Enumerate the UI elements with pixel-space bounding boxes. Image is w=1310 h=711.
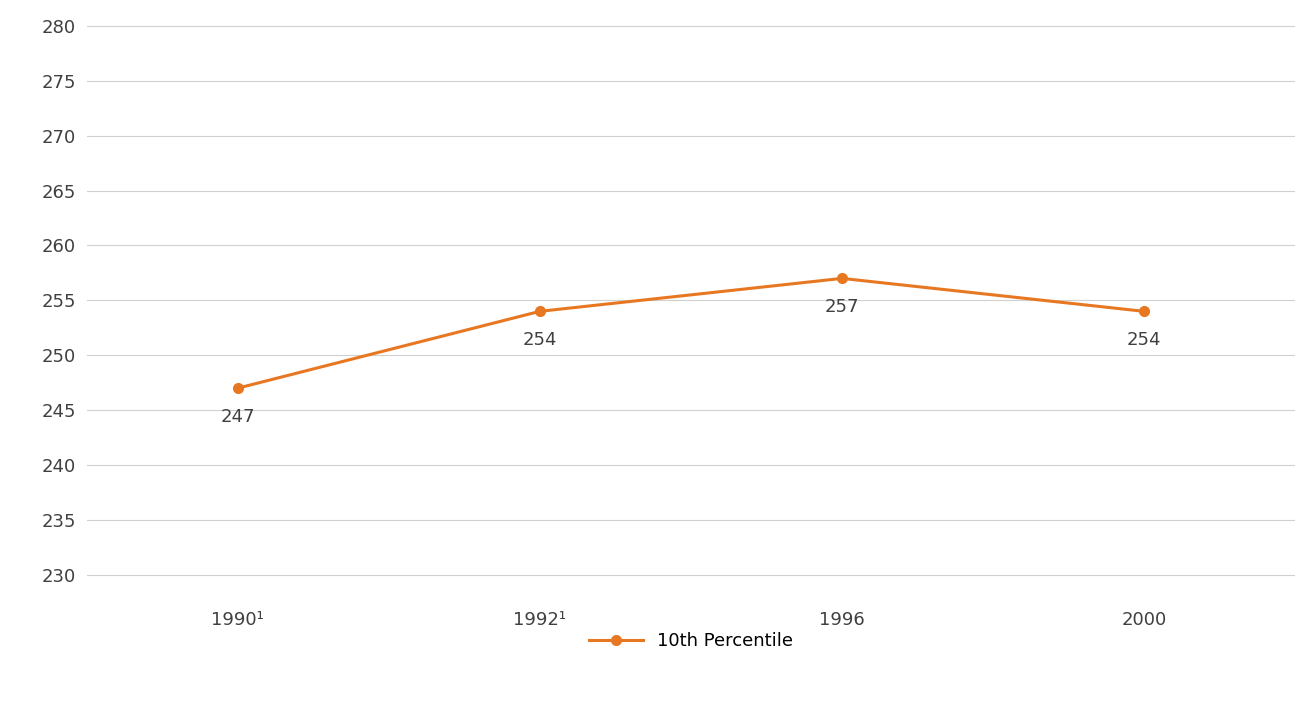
Text: 254: 254 (1127, 331, 1161, 349)
Text: 257: 257 (825, 298, 859, 316)
Legend: 10th Percentile: 10th Percentile (582, 625, 800, 658)
Text: 254: 254 (523, 331, 557, 349)
Text: 247: 247 (220, 407, 255, 426)
